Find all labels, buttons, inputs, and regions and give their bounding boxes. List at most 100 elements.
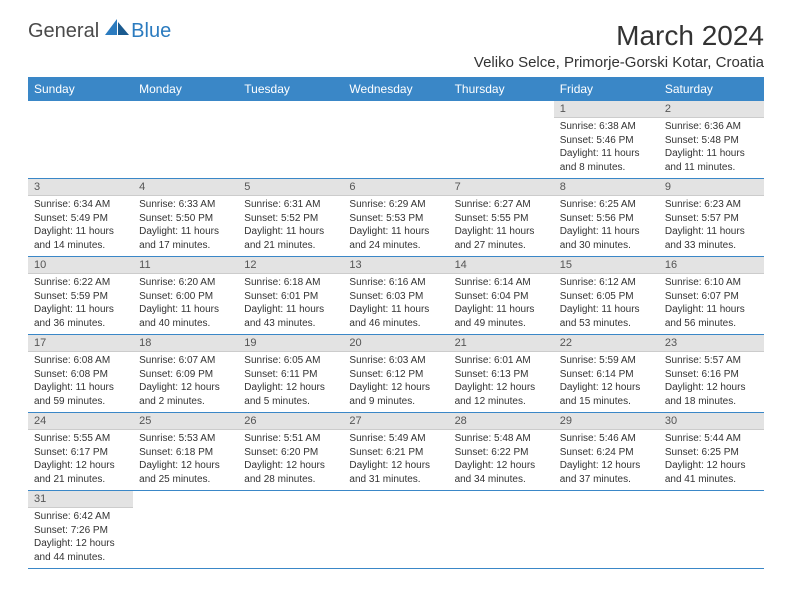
day-cell: 14Sunrise: 6:14 AMSunset: 6:04 PMDayligh… (449, 257, 554, 335)
sunrise-text: Sunrise: 6:10 AM (665, 276, 758, 290)
daylight-text: Daylight: 11 hours and 36 minutes. (34, 303, 127, 330)
day-cell: 25Sunrise: 5:53 AMSunset: 6:18 PMDayligh… (133, 413, 238, 491)
sunset-text: Sunset: 5:52 PM (244, 212, 337, 226)
day-number: 2 (659, 101, 764, 118)
day-cell: 1Sunrise: 6:38 AMSunset: 5:46 PMDaylight… (554, 101, 659, 179)
day-cell: 30Sunrise: 5:44 AMSunset: 6:25 PMDayligh… (659, 413, 764, 491)
day-number: 13 (343, 257, 448, 274)
day-cell (28, 101, 133, 179)
day-number: 6 (343, 179, 448, 196)
sunrise-text: Sunrise: 6:25 AM (560, 198, 653, 212)
sunrise-text: Sunrise: 6:29 AM (349, 198, 442, 212)
day-content: Sunrise: 6:42 AMSunset: 7:26 PMDaylight:… (28, 508, 133, 568)
sail-icon (103, 17, 131, 37)
day-cell: 6Sunrise: 6:29 AMSunset: 5:53 PMDaylight… (343, 179, 448, 257)
day-cell: 28Sunrise: 5:48 AMSunset: 6:22 PMDayligh… (449, 413, 554, 491)
day-content: Sunrise: 6:27 AMSunset: 5:55 PMDaylight:… (449, 196, 554, 256)
daylight-text: Daylight: 11 hours and 8 minutes. (560, 147, 653, 174)
day-content: Sunrise: 5:57 AMSunset: 6:16 PMDaylight:… (659, 352, 764, 412)
day-number: 12 (238, 257, 343, 274)
day-cell: 9Sunrise: 6:23 AMSunset: 5:57 PMDaylight… (659, 179, 764, 257)
day-content: Sunrise: 5:51 AMSunset: 6:20 PMDaylight:… (238, 430, 343, 490)
dayheader-mon: Monday (133, 77, 238, 101)
dayheader-tue: Tuesday (238, 77, 343, 101)
daylight-text: Daylight: 12 hours and 9 minutes. (349, 381, 442, 408)
sunrise-text: Sunrise: 5:49 AM (349, 432, 442, 446)
day-number: 16 (659, 257, 764, 274)
daylight-text: Daylight: 11 hours and 53 minutes. (560, 303, 653, 330)
day-cell: 18Sunrise: 6:07 AMSunset: 6:09 PMDayligh… (133, 335, 238, 413)
sunset-text: Sunset: 6:13 PM (455, 368, 548, 382)
sunrise-text: Sunrise: 6:36 AM (665, 120, 758, 134)
daylight-text: Daylight: 11 hours and 14 minutes. (34, 225, 127, 252)
sunset-text: Sunset: 5:55 PM (455, 212, 548, 226)
dayheader-wed: Wednesday (343, 77, 448, 101)
daylight-text: Daylight: 11 hours and 21 minutes. (244, 225, 337, 252)
day-number: 9 (659, 179, 764, 196)
page-header: General Blue March 2024 Veliko Selce, Pr… (28, 20, 764, 71)
day-number: 5 (238, 179, 343, 196)
daylight-text: Daylight: 12 hours and 44 minutes. (34, 537, 127, 564)
day-cell: 26Sunrise: 5:51 AMSunset: 6:20 PMDayligh… (238, 413, 343, 491)
day-content: Sunrise: 6:33 AMSunset: 5:50 PMDaylight:… (133, 196, 238, 256)
daylight-text: Daylight: 11 hours and 56 minutes. (665, 303, 758, 330)
sunset-text: Sunset: 6:17 PM (34, 446, 127, 460)
daylight-text: Daylight: 11 hours and 17 minutes. (139, 225, 232, 252)
daylight-text: Daylight: 11 hours and 24 minutes. (349, 225, 442, 252)
sunrise-text: Sunrise: 6:33 AM (139, 198, 232, 212)
day-number: 3 (28, 179, 133, 196)
sunrise-text: Sunrise: 6:38 AM (560, 120, 653, 134)
sunrise-text: Sunrise: 6:31 AM (244, 198, 337, 212)
day-content: Sunrise: 5:53 AMSunset: 6:18 PMDaylight:… (133, 430, 238, 490)
daylight-text: Daylight: 11 hours and 11 minutes. (665, 147, 758, 174)
sunset-text: Sunset: 6:24 PM (560, 446, 653, 460)
day-number: 10 (28, 257, 133, 274)
day-content: Sunrise: 6:38 AMSunset: 5:46 PMDaylight:… (554, 118, 659, 178)
daylight-text: Daylight: 11 hours and 46 minutes. (349, 303, 442, 330)
day-cell: 11Sunrise: 6:20 AMSunset: 6:00 PMDayligh… (133, 257, 238, 335)
sunset-text: Sunset: 5:57 PM (665, 212, 758, 226)
day-number: 4 (133, 179, 238, 196)
sunrise-text: Sunrise: 6:23 AM (665, 198, 758, 212)
week-row: 24Sunrise: 5:55 AMSunset: 6:17 PMDayligh… (28, 413, 764, 491)
day-content: Sunrise: 6:16 AMSunset: 6:03 PMDaylight:… (343, 274, 448, 334)
week-row: 17Sunrise: 6:08 AMSunset: 6:08 PMDayligh… (28, 335, 764, 413)
sunset-text: Sunset: 6:00 PM (139, 290, 232, 304)
day-cell: 5 Sunrise: 6:31 AMSunset: 5:52 PMDaylight… (238, 179, 343, 257)
week-row: 31Sunrise: 6:42 AMSunset: 7:26 PMDayligh… (28, 491, 764, 569)
day-cell (238, 101, 343, 179)
month-title: March 2024 (474, 20, 764, 52)
sunrise-text: Sunrise: 6:08 AM (34, 354, 127, 368)
day-number: 22 (554, 335, 659, 352)
day-cell (659, 491, 764, 569)
daylight-text: Daylight: 12 hours and 18 minutes. (665, 381, 758, 408)
daylight-text: Daylight: 12 hours and 25 minutes. (139, 459, 232, 486)
logo-text-blue: Blue (131, 20, 171, 43)
daylight-text: Daylight: 12 hours and 31 minutes. (349, 459, 442, 486)
sunset-text: Sunset: 6:08 PM (34, 368, 127, 382)
sunrise-text: Sunrise: 5:55 AM (34, 432, 127, 446)
day-content: Sunrise: 5:49 AMSunset: 6:21 PMDaylight:… (343, 430, 448, 490)
day-cell (133, 491, 238, 569)
day-number: 20 (343, 335, 448, 352)
day-content: Sunrise: 6:22 AMSunset: 5:59 PMDaylight:… (28, 274, 133, 334)
daylight-text: Daylight: 12 hours and 2 minutes. (139, 381, 232, 408)
day-cell: 19Sunrise: 6:05 AMSunset: 6:11 PMDayligh… (238, 335, 343, 413)
dayheader-sat: Saturday (659, 77, 764, 101)
sunset-text: Sunset: 6:20 PM (244, 446, 337, 460)
daylight-text: Daylight: 11 hours and 59 minutes. (34, 381, 127, 408)
day-number: 29 (554, 413, 659, 430)
sunset-text: Sunset: 6:18 PM (139, 446, 232, 460)
day-number: 26 (238, 413, 343, 430)
day-cell (343, 101, 448, 179)
week-row: 3Sunrise: 6:34 AMSunset: 5:49 PMDaylight… (28, 179, 764, 257)
sunset-text: Sunset: 6:01 PM (244, 290, 337, 304)
day-content: Sunrise: 6:29 AMSunset: 5:53 PMDaylight:… (343, 196, 448, 256)
sunset-text: Sunset: 5:59 PM (34, 290, 127, 304)
day-cell: 2Sunrise: 6:36 AMSunset: 5:48 PMDaylight… (659, 101, 764, 179)
day-number: 25 (133, 413, 238, 430)
day-number: 23 (659, 335, 764, 352)
day-cell: 16Sunrise: 6:10 AMSunset: 6:07 PMDayligh… (659, 257, 764, 335)
day-content: Sunrise: 6:20 AMSunset: 6:00 PMDaylight:… (133, 274, 238, 334)
sunset-text: Sunset: 6:16 PM (665, 368, 758, 382)
